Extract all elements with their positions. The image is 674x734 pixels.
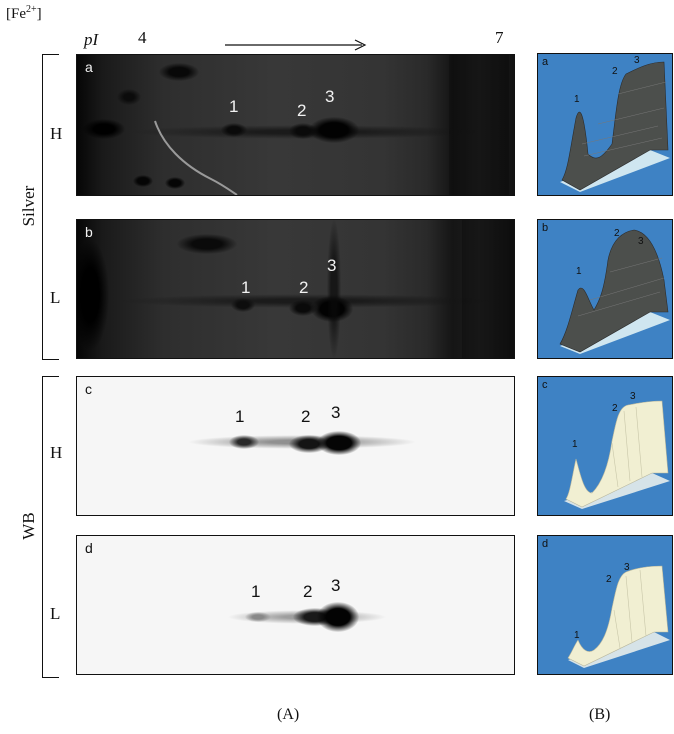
spot-label-b-1: 1 bbox=[241, 278, 251, 297]
wb-group-bracket bbox=[42, 376, 59, 678]
spot-label-d-1: 1 bbox=[251, 582, 261, 601]
thumb-a-peak-2: 2 bbox=[612, 66, 618, 77]
thumb-letter-b: b bbox=[542, 222, 549, 234]
thumb-c-peak-2: 2 bbox=[612, 403, 618, 414]
caption-b: (B) bbox=[589, 706, 611, 723]
iron-concentration-label: [Fe2+] bbox=[6, 4, 42, 22]
surface-plot-d: d 1 2 3 bbox=[537, 535, 673, 675]
panel-letter-d: d bbox=[85, 540, 93, 556]
spot-label-a-3: 3 bbox=[325, 87, 335, 106]
spot-label-c-3: 3 bbox=[331, 403, 341, 422]
panel-letter-a: a bbox=[85, 59, 93, 75]
row-label-wb-h: H bbox=[50, 443, 63, 462]
thumb-letter-a: a bbox=[542, 56, 549, 68]
thumb-d-peak-1: 1 bbox=[574, 630, 580, 641]
thumb-letter-c: c bbox=[542, 379, 548, 391]
silver-group-bracket bbox=[42, 54, 59, 360]
spot-label-b-2: 2 bbox=[299, 278, 309, 297]
thumb-c-peak-3: 3 bbox=[630, 391, 636, 402]
panel-letter-b: b bbox=[85, 224, 93, 240]
spot-label-a-2: 2 bbox=[297, 101, 307, 120]
surface-plot-c: c 1 2 3 bbox=[537, 376, 673, 516]
thumb-a-peak-3: 3 bbox=[634, 55, 640, 66]
surface-plot-b-shape bbox=[559, 229, 670, 354]
silver-group-label: Silver bbox=[19, 185, 38, 227]
spot-label-d-3: 3 bbox=[331, 576, 341, 595]
thumb-b-peak-1: 1 bbox=[576, 266, 582, 277]
surface-plot-a: a 1 2 3 bbox=[537, 53, 673, 196]
wb-panel-c: c 1 2 3 bbox=[76, 376, 515, 516]
surface-plot-d-shape bbox=[567, 565, 670, 668]
thumb-b-peak-2: 2 bbox=[614, 228, 620, 239]
ph-gradient-arrow bbox=[225, 39, 367, 51]
spot-label-d-2: 2 bbox=[303, 582, 313, 601]
row-label-wb-l: L bbox=[50, 604, 61, 623]
gel-dark-edge bbox=[462, 220, 514, 358]
thumb-c-peak-1: 1 bbox=[572, 439, 578, 450]
wb-group-label: WB bbox=[19, 512, 38, 540]
row-label-silver-h: H bbox=[50, 124, 63, 143]
surface-plot-c-shape bbox=[564, 400, 670, 509]
spot-label-c-2: 2 bbox=[301, 407, 311, 426]
pi-axis-label: pI bbox=[84, 30, 99, 49]
wb-panel-d: d 1 2 3 bbox=[76, 535, 515, 675]
surface-plot-b: b 1 2 3 bbox=[537, 219, 673, 359]
spot-label-b-3: 3 bbox=[327, 256, 337, 275]
ph-start-label: 4 bbox=[138, 28, 147, 47]
row-label-silver-l: L bbox=[50, 288, 61, 307]
thumb-b-peak-3: 3 bbox=[638, 236, 644, 247]
thumb-letter-d: d bbox=[542, 538, 549, 550]
spot-label-c-1: 1 bbox=[235, 407, 245, 426]
panel-letter-c: c bbox=[85, 381, 92, 397]
gel-panel-a: a 1 2 3 bbox=[76, 54, 515, 196]
gel-panel-b: b 1 2 3 bbox=[76, 219, 515, 359]
ph-end-label: 7 bbox=[495, 28, 504, 47]
gel-artifact-streak bbox=[154, 55, 509, 195]
caption-a: (A) bbox=[277, 706, 300, 723]
thumb-d-peak-3: 3 bbox=[624, 562, 630, 573]
spot-label-a-1: 1 bbox=[229, 97, 239, 116]
thumb-d-peak-2: 2 bbox=[606, 574, 612, 585]
surface-plot-a-shape bbox=[560, 61, 670, 192]
thumb-a-peak-1: 1 bbox=[574, 94, 580, 105]
